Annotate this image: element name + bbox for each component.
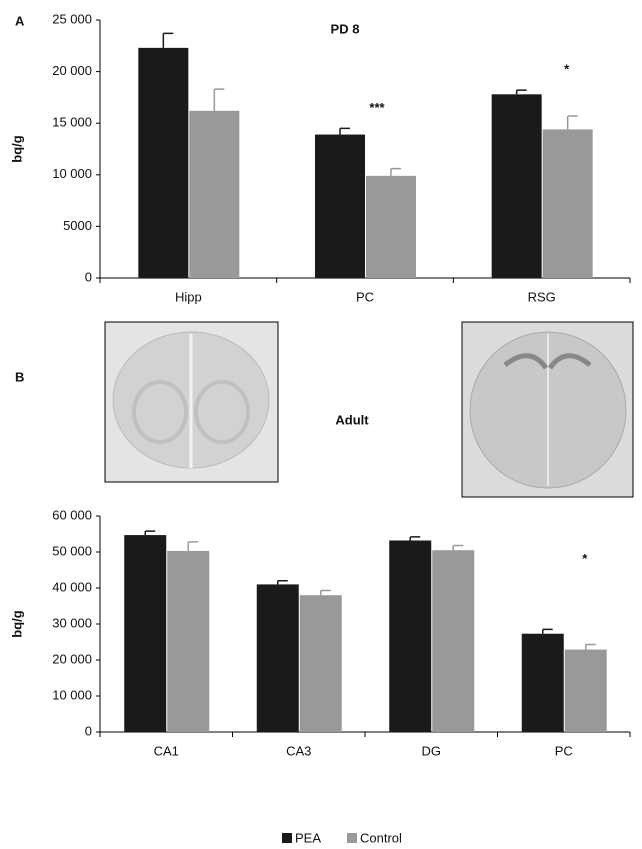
bar bbox=[432, 550, 474, 732]
x-tick-label: CA3 bbox=[286, 743, 311, 758]
error-bar bbox=[145, 531, 155, 535]
y-tick-label: 20 000 bbox=[52, 651, 92, 666]
panel-label: A bbox=[15, 13, 25, 28]
y-axis-label: bq/g bbox=[9, 610, 24, 637]
y-axis-label: bq/g bbox=[9, 135, 24, 162]
y-tick-label: 5000 bbox=[63, 218, 92, 233]
y-tick-label: 10 000 bbox=[52, 166, 92, 181]
error-bar bbox=[568, 116, 578, 129]
y-tick-label: 30 000 bbox=[52, 615, 92, 630]
x-tick-label: RSG bbox=[528, 289, 556, 304]
x-tick-label: PC bbox=[555, 743, 573, 758]
bar bbox=[543, 129, 593, 278]
y-tick-label: 40 000 bbox=[52, 579, 92, 594]
y-tick-label: 0 bbox=[85, 723, 92, 738]
y-tick-label: 10 000 bbox=[52, 687, 92, 702]
x-tick-label: DG bbox=[422, 743, 442, 758]
error-bar bbox=[214, 89, 224, 111]
error-bar bbox=[410, 537, 420, 541]
x-tick-label: CA1 bbox=[154, 743, 179, 758]
legend-swatch bbox=[282, 833, 292, 843]
bar bbox=[315, 135, 365, 278]
error-bar bbox=[391, 169, 401, 176]
figure: A PD 8 bq/g 0 5000 10 000 15 000 20 000 25 000 Hi… bbox=[0, 0, 642, 849]
x-tick-label: Hipp bbox=[175, 289, 202, 304]
error-bar bbox=[586, 645, 596, 650]
chart-title: Adult bbox=[335, 412, 369, 427]
bar bbox=[366, 176, 416, 278]
error-bar bbox=[163, 33, 173, 47]
legend-label: Control bbox=[360, 830, 402, 845]
bar bbox=[389, 540, 431, 732]
error-bar bbox=[321, 591, 331, 596]
error-bar bbox=[278, 581, 288, 585]
y-tick-label: 15 000 bbox=[52, 115, 92, 130]
bar bbox=[565, 650, 607, 732]
bar bbox=[522, 634, 564, 732]
legend-label: PEA bbox=[295, 830, 321, 845]
y-tick-label: 20 000 bbox=[52, 63, 92, 78]
bar bbox=[257, 584, 299, 732]
bar bbox=[138, 48, 188, 278]
y-tick-label: 50 000 bbox=[52, 543, 92, 558]
error-bar bbox=[543, 629, 553, 633]
bar bbox=[189, 111, 239, 278]
bar bbox=[492, 94, 542, 278]
bar bbox=[124, 535, 166, 732]
brain-image-left bbox=[105, 322, 278, 482]
legend-swatch bbox=[347, 833, 357, 843]
chart-title: PD 8 bbox=[331, 21, 360, 36]
error-bar bbox=[517, 90, 527, 94]
brain-image-right bbox=[462, 322, 633, 497]
significance-marker: * bbox=[582, 551, 588, 566]
error-bar bbox=[453, 546, 463, 551]
panel-label: B bbox=[15, 369, 24, 384]
error-bar bbox=[188, 542, 198, 551]
error-bar bbox=[340, 128, 350, 134]
x-tick-label: PC bbox=[356, 289, 374, 304]
significance-marker: * bbox=[564, 62, 570, 77]
y-tick-label: 60 000 bbox=[52, 507, 92, 522]
y-tick-label: 0 bbox=[85, 269, 92, 284]
significance-marker: *** bbox=[369, 100, 385, 115]
y-tick-label: 25 000 bbox=[52, 11, 92, 26]
bar bbox=[167, 551, 209, 732]
bar bbox=[300, 595, 342, 732]
